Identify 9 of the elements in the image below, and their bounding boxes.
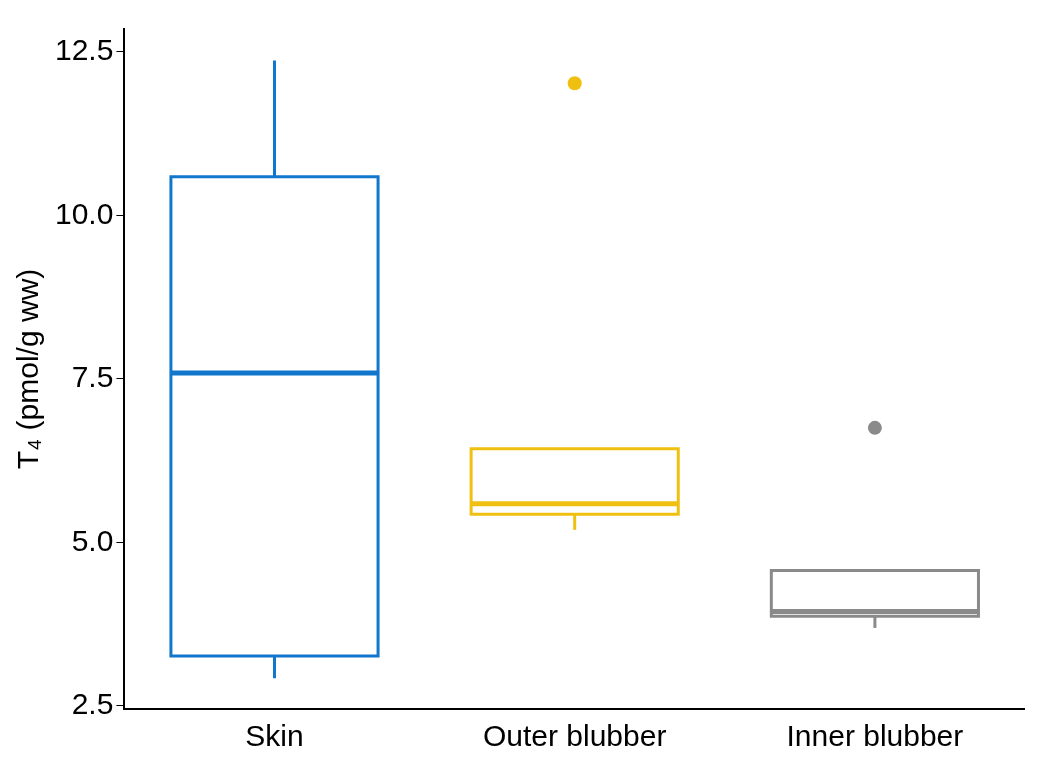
- y-axis-title: T₄ (pmol/g ww): [11, 268, 45, 470]
- x-tick-label: Inner blubber: [786, 719, 964, 753]
- y-tick-label: 10.0: [55, 196, 114, 230]
- y-tick-label: 7.5: [71, 360, 114, 394]
- y-tick-label: 2.5: [71, 687, 114, 720]
- y-tick-label: 12.5: [55, 33, 114, 67]
- y-tick-label: 5.0: [71, 523, 114, 557]
- x-tick-label: Outer blubber: [482, 719, 667, 753]
- x-tick-label: Skin: [245, 719, 304, 753]
